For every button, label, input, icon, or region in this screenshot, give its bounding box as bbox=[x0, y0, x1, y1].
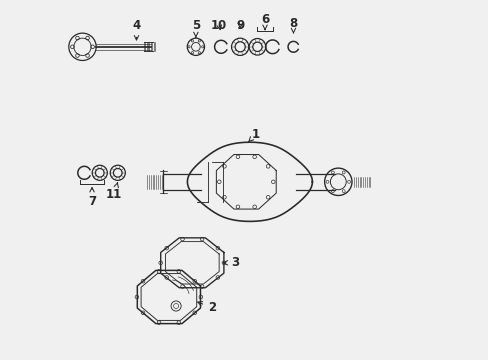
Text: 3: 3 bbox=[223, 256, 239, 269]
Text: 10: 10 bbox=[211, 19, 227, 32]
Text: 7: 7 bbox=[88, 188, 96, 208]
Text: 6: 6 bbox=[261, 13, 268, 30]
Text: 9: 9 bbox=[236, 19, 244, 32]
Text: 1: 1 bbox=[248, 129, 259, 142]
Text: 5: 5 bbox=[191, 19, 200, 37]
Text: 4: 4 bbox=[132, 19, 141, 40]
Text: 8: 8 bbox=[289, 17, 297, 33]
Text: 11: 11 bbox=[106, 183, 122, 201]
Text: 2: 2 bbox=[197, 301, 216, 314]
